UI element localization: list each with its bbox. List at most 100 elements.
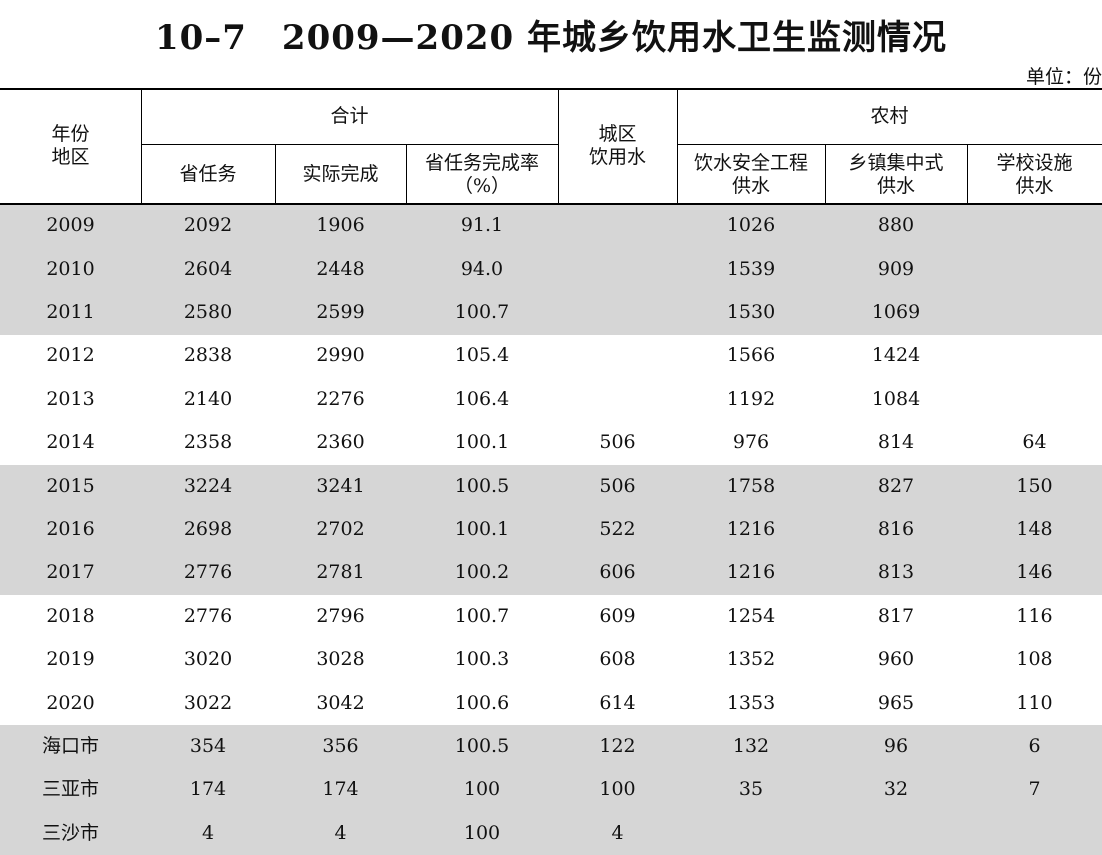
table-cell: 100.5 <box>454 474 510 497</box>
table-cell: 2781 <box>316 561 365 584</box>
table-cell: 609 <box>599 604 636 627</box>
table-cell: 4 <box>334 821 347 844</box>
table-cell: 100.6 <box>454 691 510 714</box>
table-cell: 100 <box>599 778 636 801</box>
table-cell: 3241 <box>316 474 365 497</box>
table-cell: 100.7 <box>454 604 510 627</box>
table-cell: 1352 <box>726 648 776 671</box>
table-cell: 2010 <box>46 257 95 280</box>
table-cell: 100.7 <box>454 301 510 324</box>
table-cell: 110 <box>1016 691 1053 714</box>
header-vline-4 <box>558 88 559 204</box>
table-cell <box>558 378 677 421</box>
table-cell: 146 <box>1016 561 1053 584</box>
table-cell: 100.5 <box>454 734 510 757</box>
table-cell <box>967 291 1102 334</box>
table-cell: 64 <box>1022 431 1047 454</box>
table-cell: 1216 <box>726 518 776 541</box>
table-cell: 4 <box>201 821 215 844</box>
table-cell <box>967 247 1102 290</box>
table-cell: 1906 <box>316 214 365 237</box>
table-cell: 2009 <box>46 214 95 237</box>
table-cell: 2020 <box>46 691 95 714</box>
header-township-line2: 供水 <box>876 174 915 197</box>
table-cell <box>558 334 677 377</box>
table-cell: 817 <box>877 604 915 627</box>
table-cell: 1026 <box>726 214 776 237</box>
table-cell: 1530 <box>726 301 776 324</box>
table-cell: 91.1 <box>460 214 504 237</box>
table-cell: 2019 <box>46 648 95 671</box>
table-cell: 132 <box>732 734 770 757</box>
row-band-cities <box>0 725 1102 855</box>
table-cell: 816 <box>877 518 915 541</box>
table-cell: 827 <box>877 474 915 497</box>
table-cell: 965 <box>877 691 915 714</box>
table-cell: 105.4 <box>454 344 510 367</box>
table-cell: 1254 <box>726 604 776 627</box>
table-cell: 813 <box>877 561 915 584</box>
header-completion-rate: 省任务完成率 （%） <box>406 145 558 204</box>
table-cell: 2140 <box>183 387 233 410</box>
table-cell: 106.4 <box>454 387 510 410</box>
table-cell: 148 <box>1016 518 1053 541</box>
table-cell: 2014 <box>46 431 95 454</box>
header-bottom-rule <box>0 203 1102 205</box>
table-cell: 2358 <box>183 431 233 454</box>
table-cell: 814 <box>877 431 915 454</box>
table-cell: 100 <box>463 821 501 844</box>
table-cell: 三沙市 <box>41 821 99 844</box>
table-cell: 506 <box>599 431 636 454</box>
table-cell: 2013 <box>46 387 95 410</box>
table-cell <box>967 204 1102 247</box>
table-cell: 3020 <box>183 648 233 671</box>
unit-label: 单位：份 <box>1025 66 1102 88</box>
header-rural-project: 饮水安全工程 供水 <box>677 145 825 204</box>
header-township: 乡镇集中式 供水 <box>825 145 967 204</box>
header-actual-done: 实际完成 <box>302 163 379 186</box>
table-cell: 2276 <box>316 387 365 410</box>
table-cell: 2776 <box>183 604 233 627</box>
header-urban-water: 城区 饮用水 <box>558 88 677 204</box>
table-cell: 2011 <box>46 301 95 324</box>
header-rate-line2: （%） <box>453 174 511 197</box>
table-cell: 1069 <box>871 301 921 324</box>
table-top-rule <box>0 88 1102 90</box>
table-cell: 354 <box>189 734 227 757</box>
row-band-2015-2017 <box>0 464 1102 596</box>
table-cell: 1216 <box>726 561 776 584</box>
table-cell: 94.0 <box>460 257 504 280</box>
header-vline-7 <box>967 145 968 204</box>
table-cell <box>967 334 1102 377</box>
table-cell: 2016 <box>46 518 95 541</box>
header-divider-total <box>141 144 558 145</box>
table-cell: 2796 <box>316 604 365 627</box>
header-rate-line1: 省任务完成率 <box>424 151 539 174</box>
table-cell: 100.1 <box>454 431 510 454</box>
table-cell: 614 <box>599 691 636 714</box>
table-cell: 2580 <box>183 301 233 324</box>
table-cell: 1192 <box>726 387 776 410</box>
table-cell: 2448 <box>316 257 365 280</box>
table-cell: 122 <box>599 734 636 757</box>
table-title: 10–7 2009—2020 年城乡饮用水卫生监测情况 <box>154 18 948 58</box>
table-cell <box>558 204 677 247</box>
header-vline-6 <box>825 145 826 204</box>
header-school: 学校设施 供水 <box>967 145 1102 204</box>
table-cell <box>967 811 1102 854</box>
table-cell: 3022 <box>183 691 233 714</box>
table-cell: 150 <box>1016 474 1053 497</box>
table-cell: 7 <box>1028 778 1041 801</box>
table-cell: 2092 <box>183 214 233 237</box>
table-cell: 2604 <box>183 257 233 280</box>
header-project-line2: 供水 <box>731 174 770 197</box>
header-provincial-task: 省任务 <box>179 163 237 186</box>
table-cell <box>825 811 967 854</box>
table-cell: 2702 <box>316 518 365 541</box>
header-vline-1 <box>141 88 142 204</box>
table-cell: 909 <box>877 257 915 280</box>
table-cell: 2698 <box>183 518 233 541</box>
table-cell: 1424 <box>871 344 921 367</box>
table-cell: 2015 <box>46 474 95 497</box>
table-cell: 880 <box>877 214 915 237</box>
